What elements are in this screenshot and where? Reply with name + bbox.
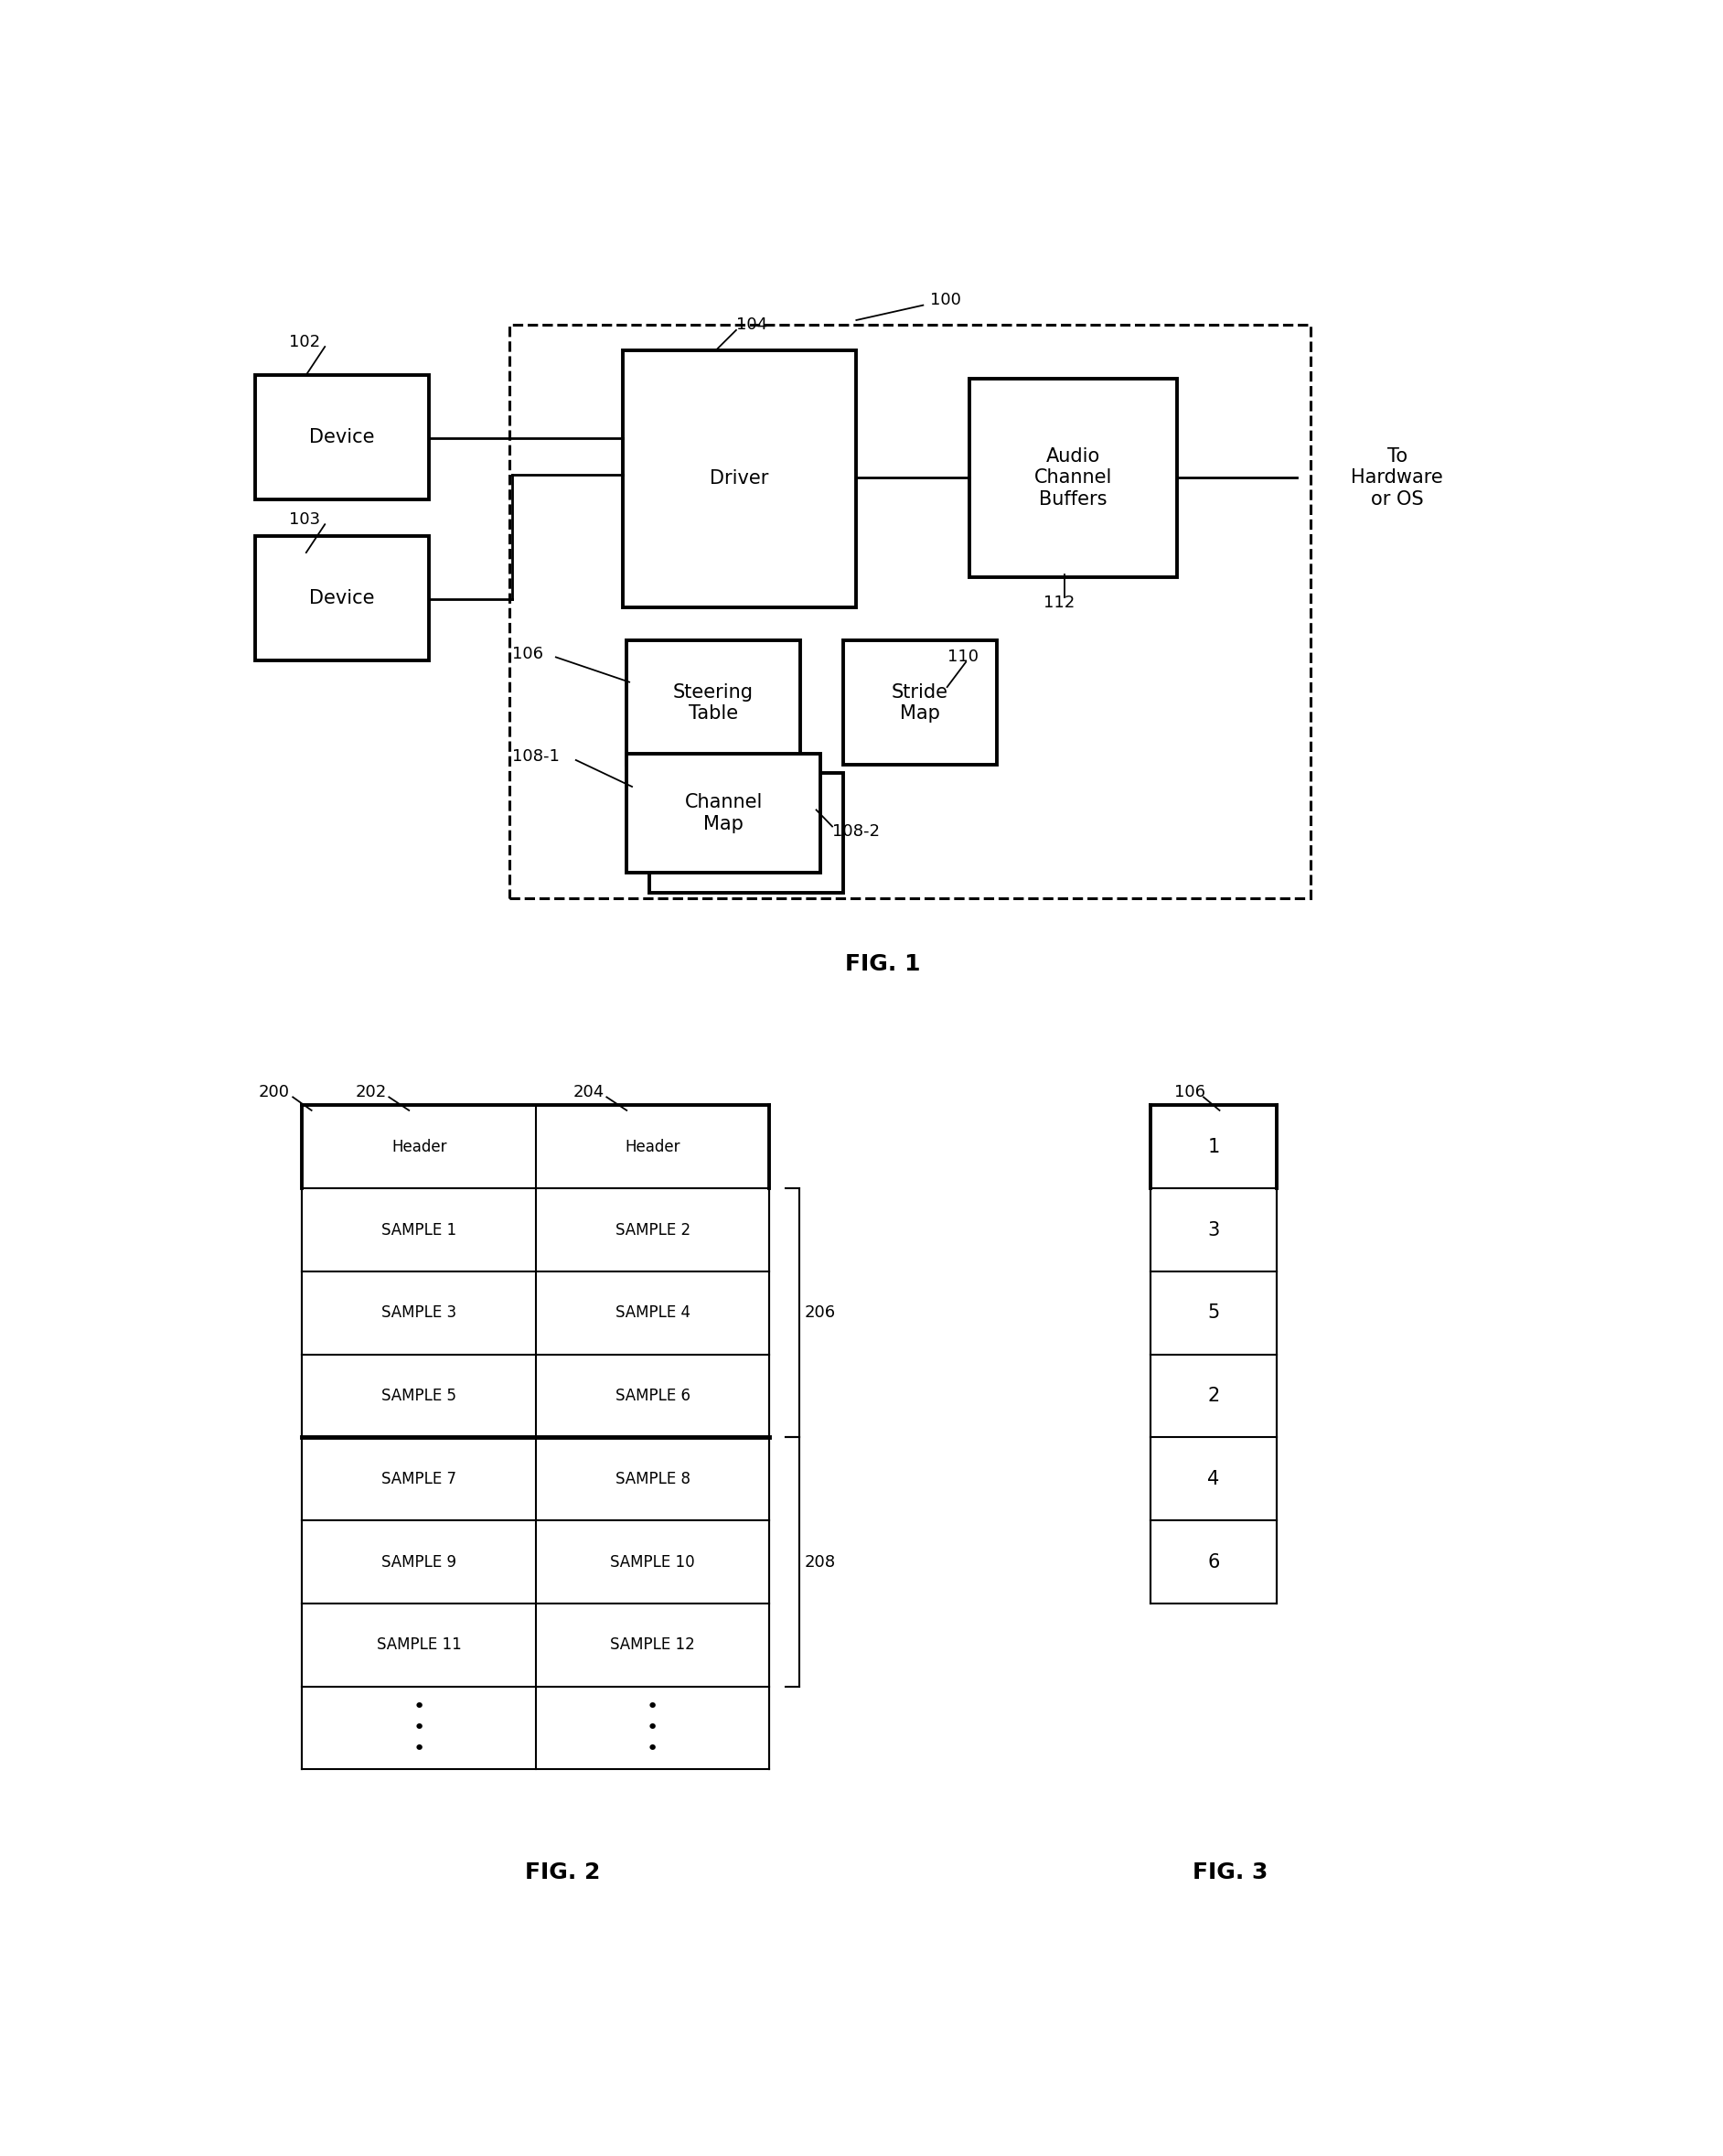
FancyBboxPatch shape (627, 752, 820, 873)
Text: SAMPLE 4: SAMPLE 4 (615, 1304, 691, 1322)
Text: 106: 106 (1173, 1084, 1204, 1100)
Text: 106: 106 (512, 645, 543, 662)
Text: 108-2: 108-2 (832, 824, 880, 839)
Text: Header: Header (625, 1138, 681, 1156)
Text: 204: 204 (574, 1084, 605, 1100)
Text: SAMPLE 2: SAMPLE 2 (615, 1222, 691, 1238)
Text: 6: 6 (1208, 1552, 1220, 1572)
Text: To
Hardware
or OS: To Hardware or OS (1351, 448, 1444, 509)
Text: Driver: Driver (710, 470, 768, 487)
Text: Header: Header (391, 1138, 446, 1156)
Text: SAMPLE 3: SAMPLE 3 (381, 1304, 457, 1322)
Text: SAMPLE 7: SAMPLE 7 (381, 1470, 457, 1488)
Text: FIG. 1: FIG. 1 (846, 953, 920, 975)
Text: 110: 110 (948, 649, 979, 666)
FancyBboxPatch shape (622, 349, 856, 608)
Text: 3: 3 (1208, 1220, 1220, 1240)
Text: Stride
Map: Stride Map (891, 683, 948, 722)
Text: SAMPLE 8: SAMPLE 8 (615, 1470, 691, 1488)
Text: 208: 208 (805, 1554, 836, 1570)
FancyBboxPatch shape (650, 774, 843, 893)
Text: 108-1: 108-1 (512, 748, 560, 765)
FancyBboxPatch shape (510, 326, 1311, 897)
Text: Device: Device (310, 429, 376, 446)
Text: SAMPLE 10: SAMPLE 10 (610, 1554, 694, 1570)
Text: 102: 102 (289, 334, 320, 349)
Text: Channel
Map: Channel Map (684, 793, 763, 832)
Text: 1: 1 (1208, 1138, 1220, 1156)
Text: Audio
Channel
Buffers: Audio Channel Buffers (1034, 448, 1113, 509)
FancyBboxPatch shape (255, 537, 429, 660)
Text: 112: 112 (1044, 595, 1075, 610)
Text: •
•
•: • • • (646, 1697, 658, 1759)
FancyBboxPatch shape (970, 377, 1177, 578)
Text: 104: 104 (736, 317, 767, 334)
Text: 200: 200 (258, 1084, 289, 1100)
Text: FIG. 2: FIG. 2 (526, 1861, 600, 1884)
Text: 206: 206 (805, 1304, 836, 1322)
Text: 5: 5 (1208, 1304, 1220, 1322)
Text: SAMPLE 1: SAMPLE 1 (381, 1222, 457, 1238)
FancyBboxPatch shape (627, 640, 799, 765)
Text: 2: 2 (1208, 1386, 1220, 1406)
Text: SAMPLE 9: SAMPLE 9 (381, 1554, 457, 1570)
Text: •
•
•: • • • (414, 1697, 426, 1759)
Text: SAMPLE 5: SAMPLE 5 (381, 1388, 457, 1404)
Text: 202: 202 (355, 1084, 388, 1100)
FancyBboxPatch shape (843, 640, 996, 765)
Text: Device: Device (310, 589, 376, 608)
Text: SAMPLE 6: SAMPLE 6 (615, 1388, 691, 1404)
Text: FIG. 3: FIG. 3 (1192, 1861, 1268, 1884)
Text: SAMPLE 11: SAMPLE 11 (377, 1636, 462, 1654)
FancyBboxPatch shape (255, 375, 429, 500)
Text: SAMPLE 12: SAMPLE 12 (610, 1636, 694, 1654)
Text: 100: 100 (930, 291, 961, 308)
Text: 4: 4 (1208, 1470, 1220, 1488)
Text: 103: 103 (289, 511, 320, 528)
Text: Steering
Table: Steering Table (674, 683, 753, 722)
